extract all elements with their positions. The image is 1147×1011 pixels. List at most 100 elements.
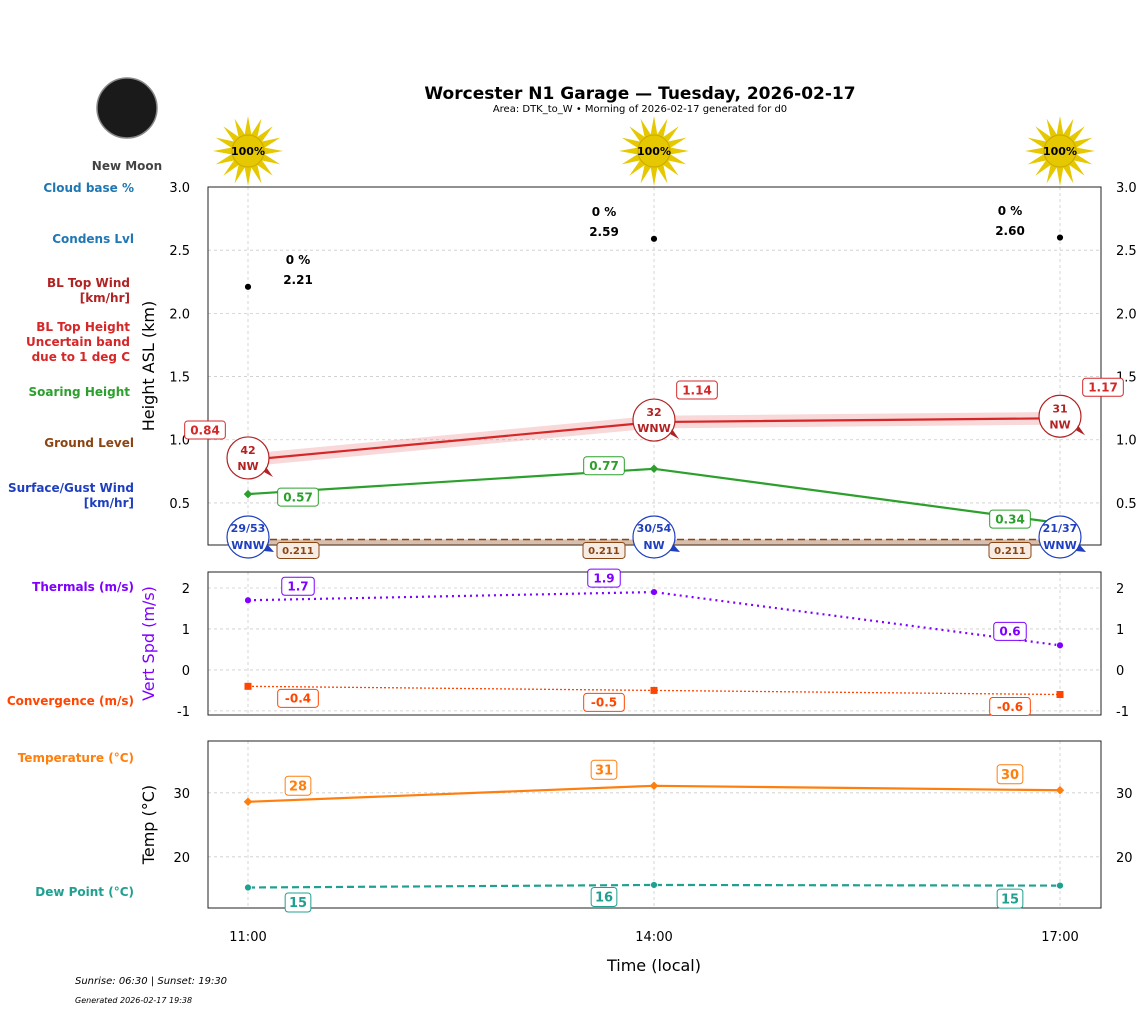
side-label-bl-height: due to 1 deg C [32, 350, 131, 364]
condens-value-label: 2.59 [589, 225, 619, 239]
soar-value-label: 0.57 [283, 490, 313, 504]
surface-wind-circle [632, 515, 676, 559]
side-label-ground: Ground Level [44, 436, 134, 450]
soar-value-label-box [583, 456, 625, 476]
bl-wind-circle [1038, 394, 1082, 438]
y-tick-label-right: 30 [1116, 787, 1133, 802]
surface-wind-speed: 21/37 [1043, 522, 1078, 535]
side-label-bl-wind: BL Top Wind [47, 276, 130, 290]
dew-value-label-box [284, 892, 312, 913]
dew-line [247, 883, 1061, 889]
condens-point [244, 282, 252, 291]
sun-disc [1043, 134, 1077, 168]
y-tick-label: -1 [177, 705, 190, 720]
thermal-point [650, 588, 658, 596]
sun-disc [231, 134, 265, 168]
y-axis-label: Temp (°C) [139, 785, 158, 865]
conv-value-label: -0.6 [997, 700, 1023, 714]
cloud-base-pct-label-box [993, 201, 1027, 220]
cloud-base-pct-label-box [281, 250, 315, 269]
sun-times: Sunrise: 06:30 | Sunset: 19:30 [75, 976, 227, 987]
y-tick-label-right: 2.0 [1116, 307, 1137, 322]
side-label-bl-height: Uncertain band [26, 335, 130, 349]
y-tick-label-right: 1.0 [1116, 434, 1137, 449]
condens-value-label-box [277, 270, 319, 289]
side-label-cloud-base: Cloud base % [43, 181, 134, 195]
surface-wind-speed: 30/54 [637, 522, 672, 535]
y-tick-label-right: 20 [1116, 851, 1133, 866]
y-tick-label: 30 [173, 787, 190, 802]
y-tick-label: 2 [182, 582, 190, 597]
side-label-surface: [km/hr] [84, 496, 134, 510]
bl-wind-circle [632, 398, 676, 442]
condens-value-label-box [989, 221, 1031, 240]
conv-value-label: -0.5 [591, 696, 617, 710]
x-tick-label: 17:00 [1041, 930, 1078, 945]
thermal-point [1056, 641, 1064, 650]
chart-title: Worcester N1 Garage — Tuesday, 2026-02-1… [424, 84, 855, 104]
x-tick-label: 14:00 [635, 930, 672, 945]
y-tick-label: 0 [182, 664, 190, 679]
surface-wind-speed: 29/53 [231, 522, 266, 535]
ground-value-label-box [988, 541, 1032, 559]
wind-arrow-icon [1076, 425, 1085, 436]
soar-value-label: 0.77 [589, 459, 619, 473]
temp-value-label-box [590, 759, 618, 780]
thermal-value-label-box [587, 568, 621, 588]
bl-wind-speed: 32 [646, 406, 661, 419]
cloud-base-pct-label: 0 % [286, 253, 311, 267]
x-axis-label: Time (local) [606, 956, 701, 975]
surface-wind-direction: WNW [231, 539, 264, 552]
conv-value-label-box [277, 688, 319, 708]
ground-value-label-box [276, 541, 320, 559]
condens-point [1056, 233, 1064, 242]
y-tick-label-right: 3.0 [1116, 181, 1137, 196]
y-tick-label-right: 0.5 [1116, 497, 1137, 512]
bl-wind-direction: NW [237, 460, 258, 473]
y-axis-label: Height ASL (km) [139, 301, 158, 431]
temp-point [1055, 786, 1065, 795]
conv-line [247, 685, 1061, 696]
y-tick-label: 2.5 [169, 244, 190, 259]
surface-wind-direction: NW [643, 539, 664, 552]
bl-wind-speed: 31 [1052, 402, 1067, 415]
soar-value-label-box [277, 487, 319, 507]
side-label-temperature: Temperature (°C) [18, 751, 134, 765]
bltop-value-label-box [1082, 377, 1124, 397]
ground-value-label: 0.211 [994, 546, 1026, 557]
y-tick-label: 20 [173, 851, 190, 866]
side-label-dew: Dew Point (°C) [35, 885, 134, 899]
y-tick-label-right: 2.5 [1116, 244, 1137, 259]
conv-value-label-box [583, 692, 625, 712]
condens-value-label: 2.60 [995, 224, 1025, 238]
y-tick-label-right: 1 [1116, 623, 1124, 638]
soar-point [649, 464, 659, 474]
thermal-point [244, 596, 252, 605]
dew-point [650, 881, 658, 889]
bl-wind-direction: WNW [637, 422, 670, 435]
dew-value-label: 15 [1001, 892, 1019, 907]
bl-wind-direction: NW [1049, 418, 1070, 431]
plot-frame-2 [207, 571, 1102, 716]
side-label-thermals: Thermals (m/s) [32, 580, 134, 594]
ground-value-label-box [582, 541, 626, 559]
side-label-bl-height: BL Top Height [36, 320, 130, 334]
conv-value-label-box [989, 697, 1031, 717]
y-tick-label: 1.5 [169, 371, 190, 386]
dew-value-label-box [996, 888, 1024, 909]
new-moon-icon [96, 77, 158, 139]
temp-value-label: 28 [289, 779, 307, 794]
sun-percent: 100% [637, 145, 671, 158]
thermal-value-label: 1.9 [593, 571, 614, 585]
bltop-value-label-box [676, 380, 718, 400]
wind-arrow-icon [1076, 544, 1086, 552]
ground-value-label: 0.211 [588, 546, 620, 557]
wind-arrow-icon [264, 466, 273, 477]
thermal-value-label: 1.7 [287, 580, 308, 594]
side-label-convergence: Convergence (m/s) [7, 694, 134, 708]
y-tick-label-right: -1 [1116, 705, 1129, 720]
y-tick-label-right: 2 [1116, 582, 1124, 597]
moon-label: New Moon [92, 159, 162, 173]
temp-value-label-box [996, 764, 1024, 785]
